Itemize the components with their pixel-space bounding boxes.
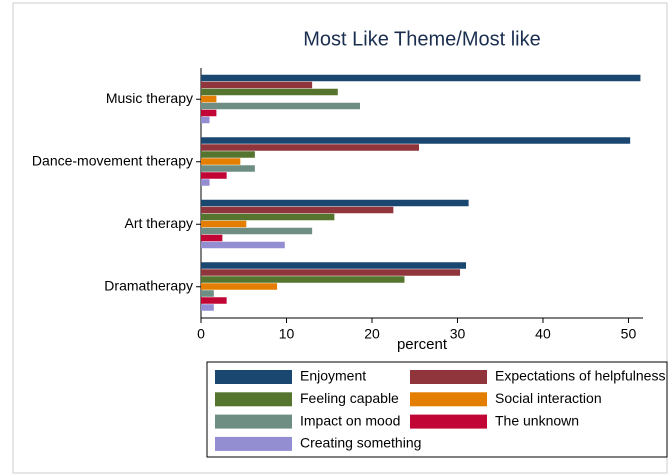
legend-label: Enjoyment [300, 368, 366, 384]
legend-label: The unknown [495, 412, 579, 428]
y-tick-label: Dramatherapy [104, 277, 193, 293]
x-tick-label: 20 [364, 326, 380, 342]
bar [201, 304, 214, 311]
x-tick-label: 0 [197, 326, 205, 342]
legend-swatch [215, 414, 292, 429]
chart-title: Most Like Theme/Most like [303, 28, 541, 50]
bar [201, 234, 223, 242]
bar [201, 151, 255, 158]
bar [201, 179, 210, 186]
bar [201, 158, 241, 165]
x-tick-label: 10 [279, 326, 295, 342]
bar [201, 297, 227, 304]
bar [201, 276, 405, 283]
legend-swatch [215, 436, 292, 451]
bar [201, 199, 469, 207]
bar [201, 220, 247, 228]
legend-swatch [410, 370, 487, 384]
x-tick-label: 40 [535, 326, 551, 342]
legend-swatch [215, 392, 292, 407]
legend-label: Creating something [300, 435, 421, 451]
bar [201, 241, 285, 249]
bar [201, 95, 217, 103]
bar [201, 74, 641, 82]
legend-label: Expectations of helpfulness [495, 368, 665, 384]
legend-label: Social interaction [495, 390, 602, 406]
bar [201, 165, 255, 172]
legend-label: Impact on mood [300, 412, 400, 428]
bar [201, 116, 210, 124]
y-tick-label: Art therapy [125, 215, 193, 231]
bar [201, 109, 217, 117]
bar [201, 172, 227, 179]
y-tick-label: Music therapy [106, 90, 193, 106]
legend-swatch [410, 414, 487, 429]
bar [201, 206, 394, 214]
bar [201, 269, 461, 276]
x-axis-label: percent [397, 336, 448, 353]
bar [201, 262, 467, 269]
bar [201, 88, 338, 96]
bar [201, 137, 631, 144]
x-tick-label: 50 [621, 326, 637, 342]
bar [201, 81, 313, 89]
legend-label: Feeling capable [300, 390, 399, 406]
y-tick-label: Dance-movement therapy [32, 152, 193, 168]
bar [201, 213, 335, 221]
bar [201, 102, 361, 110]
legend-swatch [215, 370, 292, 384]
bar [201, 144, 420, 151]
bar [201, 283, 278, 290]
bar [201, 290, 214, 297]
legend-swatch [410, 392, 487, 407]
x-tick-label: 30 [450, 326, 466, 342]
bar [201, 227, 313, 235]
